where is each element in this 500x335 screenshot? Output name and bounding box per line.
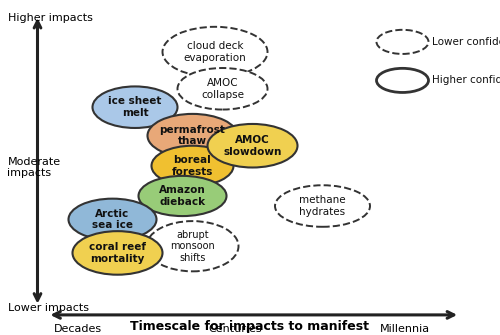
Ellipse shape (92, 86, 178, 128)
Text: methane
hydrates: methane hydrates (299, 195, 346, 217)
Text: coral reef
mortality: coral reef mortality (89, 242, 146, 264)
Text: permafrost
thaw: permafrost thaw (160, 125, 226, 146)
Ellipse shape (376, 30, 428, 54)
Text: ice sheet
melt: ice sheet melt (108, 96, 162, 118)
Text: Amazon
dieback: Amazon dieback (159, 185, 206, 207)
Ellipse shape (146, 221, 238, 271)
Text: Timescale for impacts to manifest: Timescale for impacts to manifest (130, 320, 370, 333)
Text: Moderate
impacts: Moderate impacts (8, 157, 60, 178)
Text: Higher confidence: Higher confidence (432, 75, 500, 85)
Text: Higher impacts: Higher impacts (8, 13, 92, 23)
Ellipse shape (162, 27, 268, 77)
Text: Arctic
sea ice: Arctic sea ice (92, 209, 133, 230)
Ellipse shape (152, 146, 234, 186)
Text: AMOC
collapse: AMOC collapse (201, 78, 244, 99)
Ellipse shape (138, 176, 226, 216)
Ellipse shape (72, 231, 162, 275)
Ellipse shape (208, 124, 298, 168)
Ellipse shape (275, 185, 370, 227)
Text: boreal
forests: boreal forests (172, 155, 213, 177)
Text: abrupt
monsoon
shifts: abrupt monsoon shifts (170, 229, 215, 263)
Text: Lower confidence: Lower confidence (432, 37, 500, 47)
Ellipse shape (376, 68, 428, 92)
Ellipse shape (148, 114, 238, 157)
Text: Decades: Decades (54, 324, 102, 334)
Ellipse shape (178, 68, 268, 110)
Text: cloud deck
evaporation: cloud deck evaporation (184, 41, 246, 63)
Text: Millennia: Millennia (380, 324, 430, 334)
Text: Centuries: Centuries (208, 324, 262, 334)
Text: Lower impacts: Lower impacts (8, 303, 88, 313)
Ellipse shape (68, 199, 156, 240)
Text: AMOC
slowdown: AMOC slowdown (224, 135, 282, 156)
